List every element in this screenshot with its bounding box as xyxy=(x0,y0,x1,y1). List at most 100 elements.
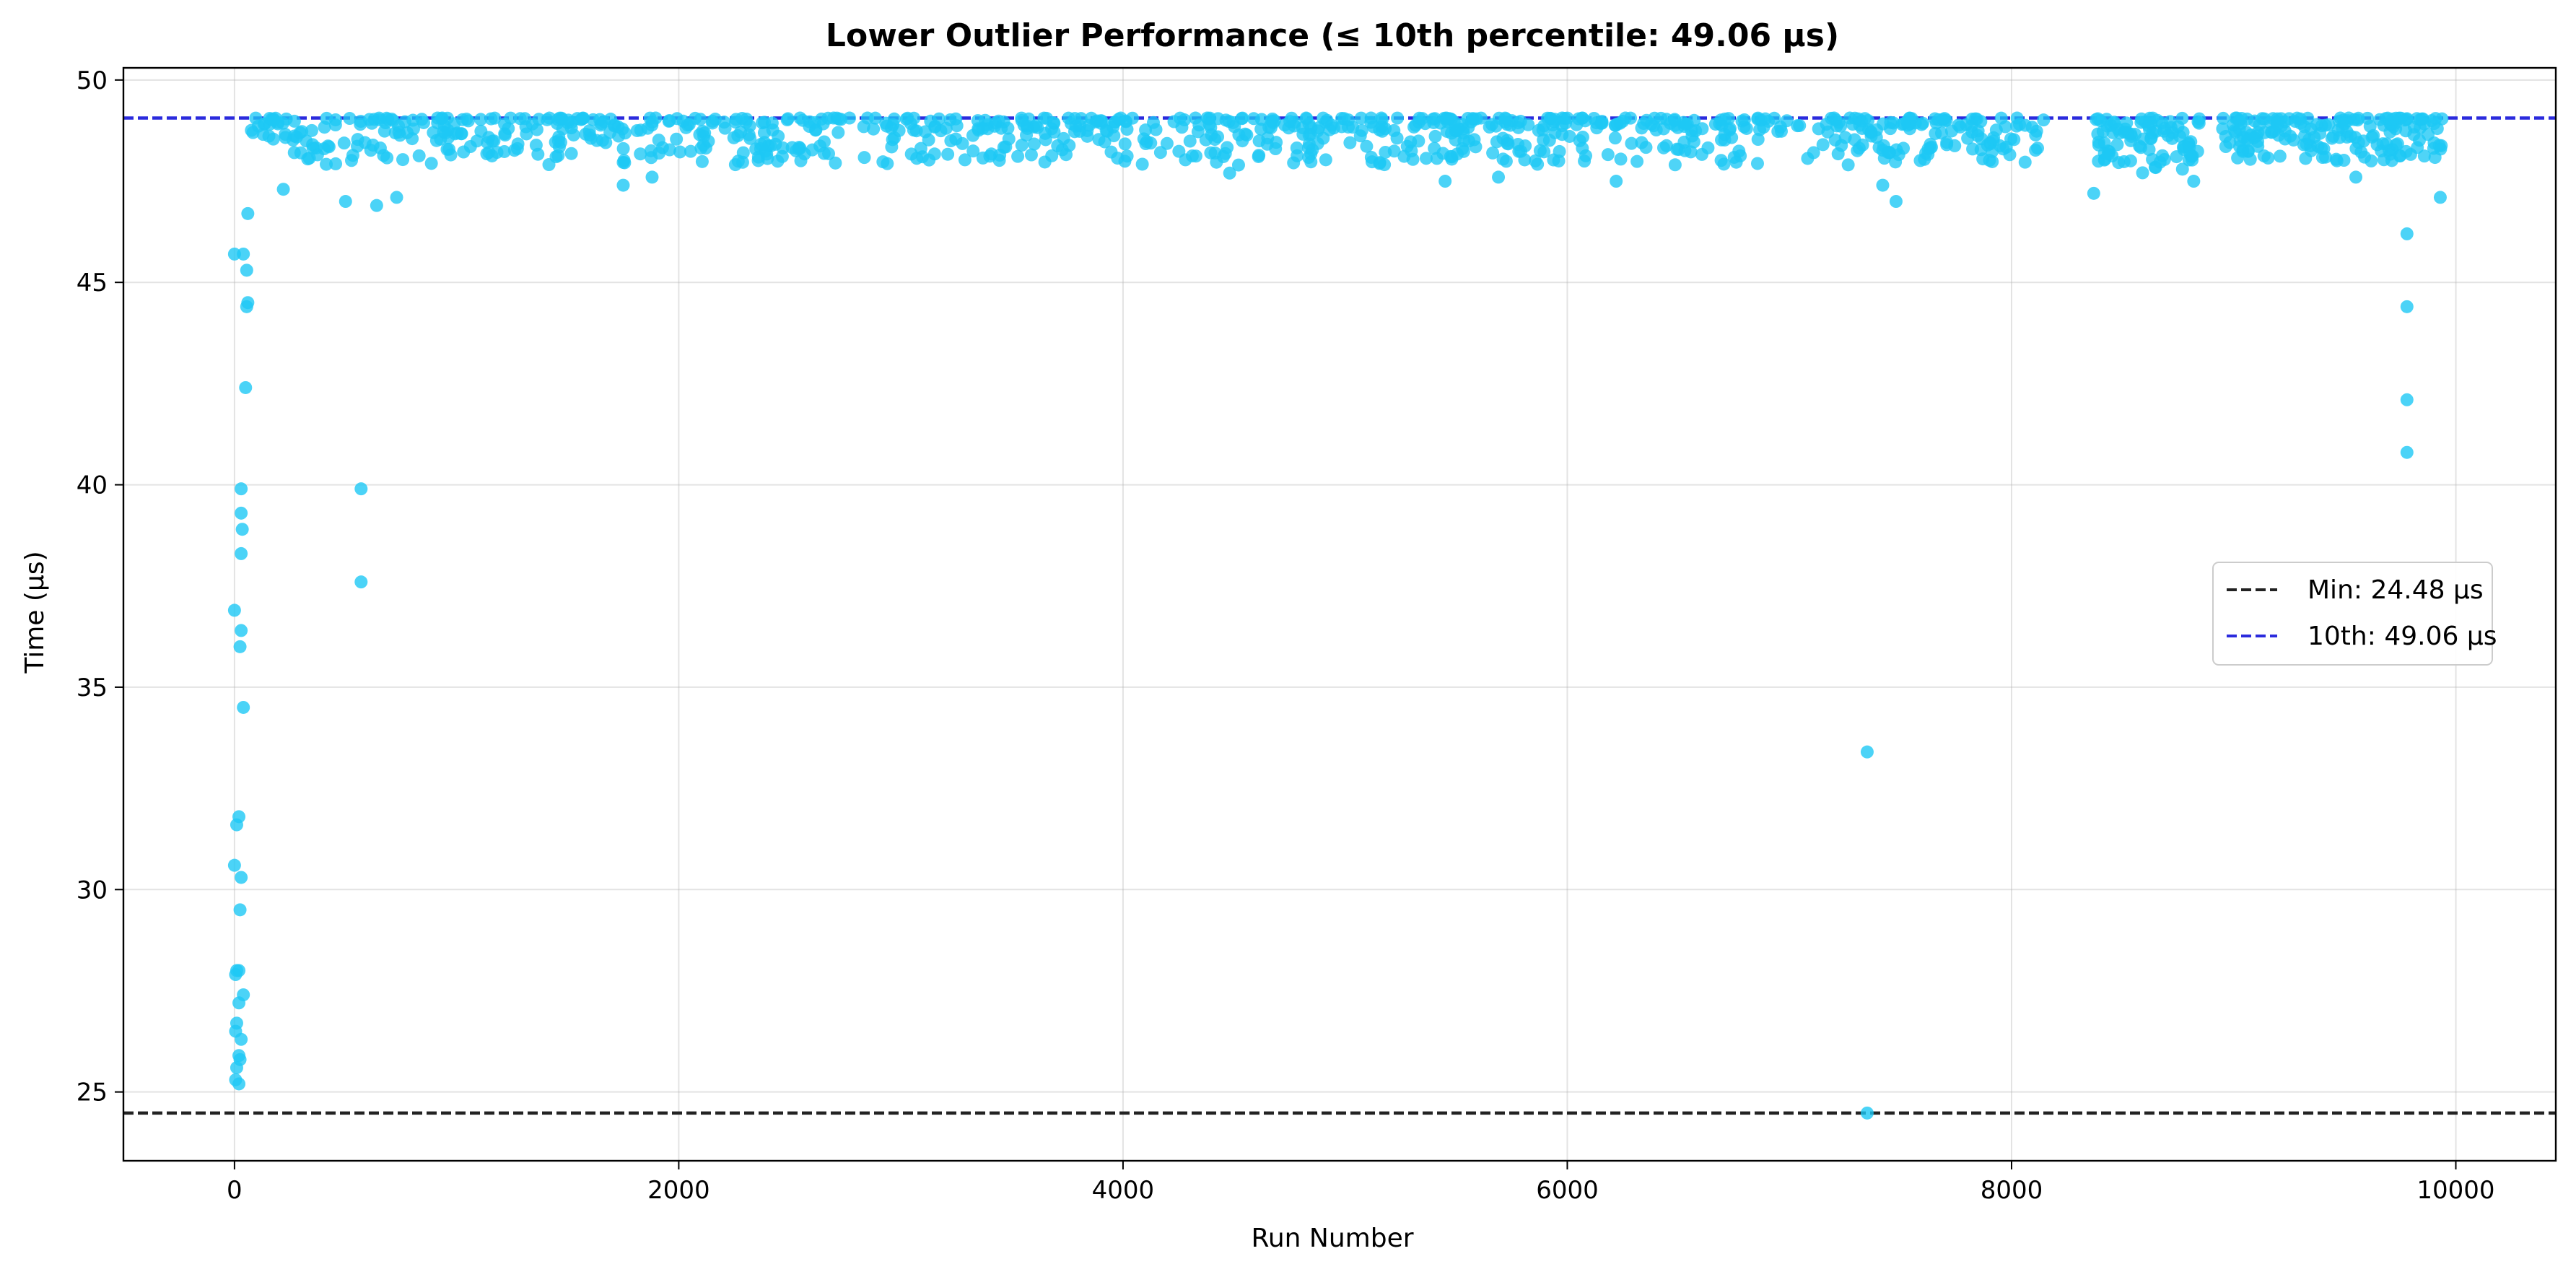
data-point xyxy=(634,147,647,161)
data-point xyxy=(1860,745,1874,759)
x-tick-label: 6000 xyxy=(1536,1176,1599,1205)
data-point xyxy=(2092,138,2105,152)
data-point xyxy=(2329,152,2343,166)
data-point xyxy=(1913,154,1927,167)
data-point xyxy=(2340,125,2354,139)
data-point xyxy=(532,113,546,126)
data-point xyxy=(695,154,709,168)
data-point xyxy=(237,247,250,261)
data-point xyxy=(1290,141,1304,154)
data-point xyxy=(1015,139,1029,152)
data-point xyxy=(582,124,596,138)
data-point xyxy=(645,118,659,132)
data-point xyxy=(1529,154,1542,167)
data-point xyxy=(1364,116,1378,129)
data-point xyxy=(1354,111,1368,125)
data-point xyxy=(2400,445,2414,459)
data-point xyxy=(1202,118,1216,131)
data-point xyxy=(950,119,964,133)
data-point xyxy=(354,482,368,496)
data-point xyxy=(2311,139,2325,153)
data-point xyxy=(1011,149,1025,163)
data-point xyxy=(1618,111,1632,125)
data-point xyxy=(235,624,248,637)
data-point xyxy=(396,153,410,167)
data-point xyxy=(813,139,827,153)
data-point xyxy=(1120,149,1134,163)
data-point xyxy=(727,131,741,144)
data-point xyxy=(235,1032,248,1046)
data-point xyxy=(232,1077,246,1091)
data-point xyxy=(1648,111,1662,125)
data-point xyxy=(1999,120,2012,134)
data-point xyxy=(542,158,556,172)
data-point xyxy=(1430,152,1444,165)
data-point xyxy=(276,116,290,130)
data-point xyxy=(1499,154,1513,168)
data-point xyxy=(1068,112,1082,126)
data-point xyxy=(1365,155,1379,169)
data-point xyxy=(1608,131,1622,145)
data-point xyxy=(232,810,246,824)
data-point xyxy=(337,136,351,150)
data-point xyxy=(431,111,445,125)
data-point xyxy=(1536,123,1550,136)
data-point xyxy=(1296,121,1309,135)
data-point xyxy=(1576,130,1589,144)
plot-frame xyxy=(122,66,2557,1162)
data-point xyxy=(702,134,715,148)
data-point xyxy=(1391,111,1405,125)
data-point xyxy=(617,154,631,167)
data-point xyxy=(447,117,461,131)
data-point xyxy=(2433,191,2447,204)
data-point xyxy=(2251,139,2265,153)
data-point xyxy=(2037,113,2051,127)
data-point xyxy=(830,111,844,125)
data-point xyxy=(885,140,899,154)
data-point xyxy=(2271,118,2284,131)
data-point xyxy=(276,183,290,196)
data-point xyxy=(1045,149,1059,162)
data-point xyxy=(386,113,400,127)
data-point xyxy=(1017,118,1031,132)
data-point xyxy=(1521,118,1535,131)
y-tick-label: 45 xyxy=(77,269,108,297)
data-point xyxy=(1324,118,1338,132)
data-point xyxy=(240,300,253,313)
data-point xyxy=(1486,146,1500,160)
data-point xyxy=(1501,136,1514,150)
data-point xyxy=(2029,128,2043,141)
data-point xyxy=(235,506,248,520)
data-point xyxy=(1751,133,1765,147)
data-point xyxy=(754,138,768,152)
data-point xyxy=(742,128,756,141)
data-point xyxy=(2243,152,2257,166)
data-point xyxy=(2134,116,2148,129)
data-point xyxy=(1852,141,1866,155)
data-point xyxy=(1929,126,1942,140)
data-point xyxy=(1560,111,1574,125)
x-axis-ticks: 0 2000 4000 6000 8000 10000 xyxy=(227,1161,2495,1205)
data-point xyxy=(1684,145,1698,159)
data-point xyxy=(1426,113,1440,126)
data-point xyxy=(339,195,352,209)
data-point xyxy=(809,123,823,136)
data-point xyxy=(983,149,997,163)
data-point xyxy=(1067,125,1081,139)
legend-box xyxy=(2212,562,2493,666)
data-point xyxy=(708,113,722,126)
data-point xyxy=(306,138,320,152)
data-point xyxy=(2349,170,2363,184)
data-point xyxy=(1537,133,1550,147)
data-point xyxy=(1639,141,1653,154)
data-point xyxy=(868,111,882,125)
data-point xyxy=(1060,148,1073,162)
data-point xyxy=(670,132,684,146)
data-point xyxy=(696,124,710,138)
data-point xyxy=(2400,300,2414,313)
data-point xyxy=(2123,154,2137,167)
data-point xyxy=(751,154,765,167)
data-point xyxy=(1254,113,1268,126)
data-point xyxy=(564,147,578,160)
